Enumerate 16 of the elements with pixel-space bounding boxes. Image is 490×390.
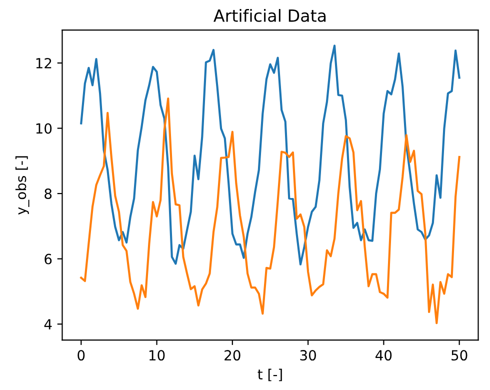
x-axis-title: t [-] (258, 368, 282, 382)
x-tick-label: 20 (224, 350, 240, 361)
y-tick-label: 12 (36, 58, 52, 68)
y-tick-label: 8 (44, 188, 52, 200)
x-tick-label: 50 (452, 350, 468, 361)
line-series (80, 98, 460, 324)
y-tick-label: 10 (36, 123, 52, 134)
x-tick-label: 10 (149, 350, 165, 361)
chart-title: Artificial Data (214, 9, 326, 22)
line-series (80, 44, 460, 266)
x-tick-label: 40 (376, 350, 392, 361)
x-tick-label: 30 (300, 350, 316, 361)
y-axis-title: y_obs [-] (15, 156, 30, 215)
x-tick-label: 0 (78, 350, 85, 361)
y-tick-label: 6 (44, 254, 52, 264)
y-tick-label: 4 (44, 319, 52, 330)
